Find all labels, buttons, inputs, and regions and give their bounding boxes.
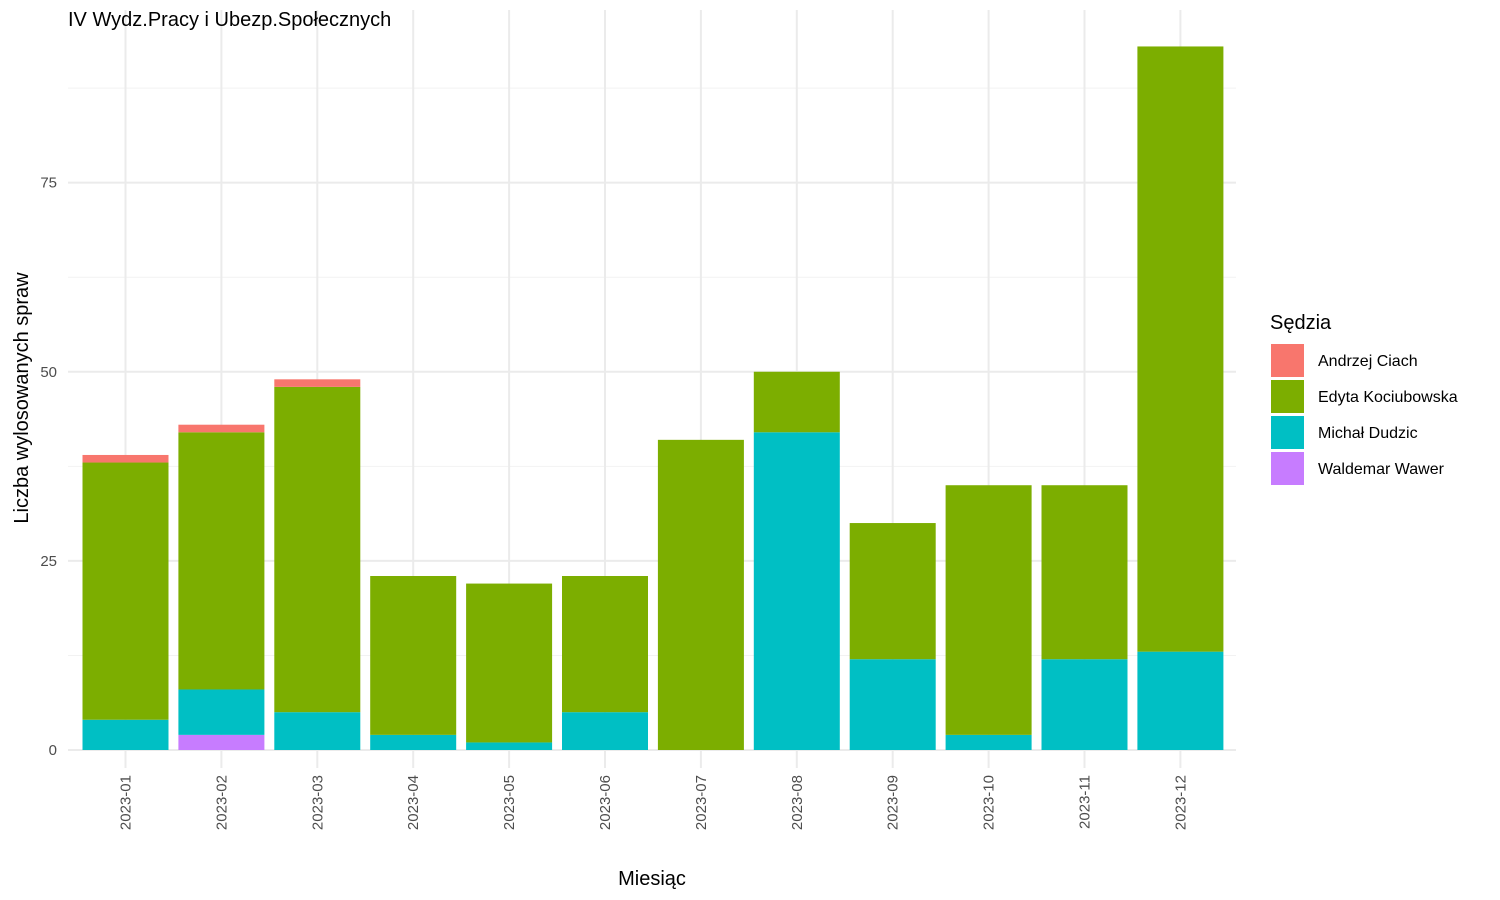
bar-segment xyxy=(562,712,648,750)
bar-segment xyxy=(849,659,936,750)
bar-segment xyxy=(274,712,361,750)
x-axis-title: Miesiąc xyxy=(618,868,686,890)
bar-segment xyxy=(753,371,840,433)
x-tick-label: 2023-11 xyxy=(1077,775,1094,829)
legend-swatch xyxy=(1271,416,1304,449)
y-axis: 0 25 50 75 xyxy=(40,175,57,759)
legend-swatch xyxy=(1271,452,1304,485)
x-tick-label: 2023-01 xyxy=(118,775,135,830)
legend-title: Sędzia xyxy=(1270,312,1332,334)
x-tick-label: 2023-04 xyxy=(405,775,422,830)
legend-label: Waldemar Wawer xyxy=(1318,461,1445,478)
x-tick-label: 2023-06 xyxy=(597,775,614,830)
x-tick-label: 2023-10 xyxy=(981,775,998,830)
y-tick-label: 0 xyxy=(49,742,57,759)
legend-label: Andrzej Ciach xyxy=(1318,353,1418,370)
y-axis-title: Liczba wylosowanych spraw xyxy=(11,272,33,524)
x-tick-label: 2023-08 xyxy=(789,775,806,830)
bar-segment xyxy=(753,432,840,750)
y-tick-label: 25 xyxy=(40,553,57,570)
legend: Sędzia Andrzej Ciach Edyta Kociubowska Mic… xyxy=(1270,312,1458,485)
bar-segment xyxy=(178,734,265,750)
bar-segment xyxy=(274,386,361,713)
bar-segment xyxy=(178,432,265,690)
bar-segment xyxy=(82,719,169,750)
legend-swatch xyxy=(1271,380,1304,413)
x-axis: 2023-01 2023-02 2023-03 2023-04 2023-05 2023-… xyxy=(118,775,1190,830)
bar-segment xyxy=(945,485,1032,735)
bar-segment xyxy=(1041,659,1128,750)
x-tick-label: 2023-07 xyxy=(693,775,710,830)
chart-title: IV Wydz.Pracy i Ubezp.Społecznych xyxy=(68,9,391,31)
bar-segment xyxy=(849,523,936,660)
legend-label: Edyta Kociubowska xyxy=(1318,389,1458,406)
legend-label: Michał Dudzic xyxy=(1318,425,1418,442)
x-tick-label: 2023-09 xyxy=(885,775,902,830)
bar-segment xyxy=(466,583,553,743)
x-tick-label: 2023-05 xyxy=(501,775,518,830)
legend-swatch xyxy=(1271,344,1304,377)
bar-segment xyxy=(178,424,265,433)
bars xyxy=(82,46,1224,750)
bar-segment xyxy=(1137,651,1224,750)
legend-items: Andrzej Ciach Edyta Kociubowska Michał Dud… xyxy=(1271,344,1458,485)
bar-segment xyxy=(562,576,648,713)
bar-segment xyxy=(178,689,265,735)
y-tick-label: 75 xyxy=(40,175,57,192)
bar-segment xyxy=(657,439,744,750)
bar-segment xyxy=(370,576,457,735)
bar-segment xyxy=(466,742,553,750)
bar-segment xyxy=(274,379,361,387)
bar-segment xyxy=(370,734,457,750)
bar-segment xyxy=(82,462,169,720)
x-tick-label: 2023-12 xyxy=(1172,775,1189,830)
bar-segment xyxy=(1137,46,1224,652)
y-tick-label: 50 xyxy=(40,364,57,381)
x-tick-label: 2023-02 xyxy=(213,775,230,830)
bar-segment xyxy=(1041,485,1128,660)
bar-segment xyxy=(945,734,1032,750)
x-tick-label: 2023-03 xyxy=(309,775,326,830)
bar-segment xyxy=(82,454,169,463)
